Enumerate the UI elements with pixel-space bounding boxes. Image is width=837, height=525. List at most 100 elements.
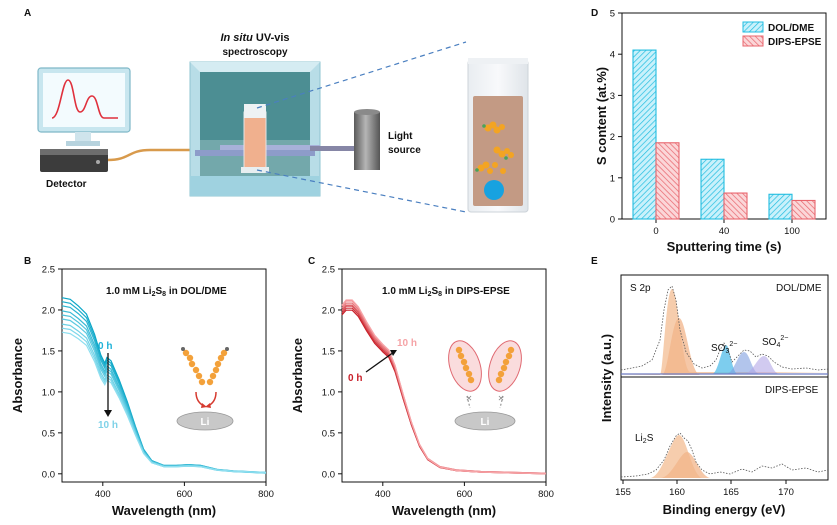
light-source [354,109,380,170]
x-tick-label: 600 [456,489,472,500]
x-tick-label: 40 [719,226,730,237]
bar-doldme-100 [768,193,793,220]
panel-e: E S 2p DOL/DME SO32− SO42− DIPS-EPSE Li2… [591,256,829,517]
x-axis-label: Sputtering time (s) [667,239,782,254]
blocked-cross-icon: ✕ [498,394,505,403]
detector-label: Detector [46,179,87,190]
raw-data-top [620,285,829,371]
y-tick-label: 1.0 [42,387,55,398]
y-tick-label: 1.5 [322,346,335,357]
y-tick-label: 4 [610,50,615,61]
time-end-label-b: 10 h [98,420,118,431]
region-label: S 2p [630,283,651,294]
xps-top-spectrum [620,285,829,375]
arrow-head-up-icon [390,350,397,356]
plot-frame [61,268,267,483]
bar-doldme-0 [632,49,657,220]
y-tick-label: 1.5 [42,346,55,357]
spectrum-line [61,314,267,474]
y-tick-label: 2.0 [42,305,55,316]
x-tick-label: 800 [258,489,274,500]
light-beam [310,146,360,151]
polysulfide-shuttle-icon: Li [176,347,234,431]
peak-so4-b [744,356,780,374]
bottom-solvent-label: DIPS-EPSE [765,385,819,396]
y-axis-label: S content (at.%) [594,67,609,165]
time-arrow-c [365,351,395,373]
x-axis-label: Wavelength (nm) [392,503,496,518]
arrow-head-down-icon [104,410,112,417]
legend-swatch [742,35,764,47]
spectra-chart-c: 0.0 0.5 1.0 1.5 2.0 2.5 400 600 800 Wavelength (n… [290,265,554,519]
light-source-label-2: source [388,145,421,156]
legend-swatch [742,21,764,33]
spectrum-line [341,302,547,475]
li-ball-icon [484,180,504,200]
time-start-label-c: 0 h [348,373,362,384]
y-tick-label: 2 [610,132,615,143]
xps-x-axis: 155 160 165 170 [615,480,794,498]
light-source-label: Light [388,131,413,142]
li-electrode-label-b: Li [201,417,210,428]
raw-data-bottom [620,432,829,478]
y-tick-label: 0 [610,215,615,226]
panel-b: B 0.0 0.5 1.0 1.5 2.0 2.5 400 600 800 Wavelength … [10,256,274,518]
monitor-icon [37,67,131,146]
y-tick-label: 2.0 [322,305,335,316]
y-axis-label: Absorbance [290,338,305,413]
zoom-line-top [256,41,467,109]
xps-bottom-spectrum [620,432,829,478]
y-tick-label: 2.5 [42,265,55,276]
spectrum-line [61,301,267,474]
spectra-chart-b: 0.0 0.5 1.0 1.5 2.0 2.5 400 600 800 Wavelength (n… [10,265,274,519]
y-tick-label: 0.5 [42,428,55,439]
time-end-label-c: 10 h [397,338,417,349]
peak-so3 [712,345,738,374]
peak-so4-a [726,352,760,374]
y-tick-label: 0.0 [322,469,335,480]
x-tick-label: 800 [538,489,554,500]
li-electrode-label-c: Li [481,417,490,428]
panel-b-label: B [24,256,31,267]
detector-device [40,149,108,172]
panel-e-label: E [591,256,598,267]
x-tick-label: 600 [176,489,192,500]
panel-d-label: D [591,8,598,19]
spectrum-line [61,331,267,474]
panel-c-title: 1.0 mM Li2S8 in DIPS-EPSE [382,286,510,298]
spectroscopy-title: In situ UV-vis [220,32,289,44]
y-tick-label: 0.5 [322,428,335,439]
spectrum-line [341,299,547,475]
cuvette-zoom [467,58,529,213]
x-tick-label: 100 [784,226,800,237]
y-tick-label: 1 [610,173,615,184]
spectroscopy-chamber [189,61,321,197]
li2s-label: Li2S [635,433,654,445]
legend-label: DIPS-EPSE [768,37,822,48]
x-tick-label: 165 [723,487,739,498]
panel-a: A Detector In situ UV-vis spectroscopy [24,8,529,213]
x-tick-label: 160 [669,487,685,498]
spectrum-line [61,297,267,474]
time-start-label-b: 0 h [98,341,112,352]
spectrum-line [341,304,547,475]
xps-x-label: Binding energy (eV) [663,502,786,517]
so4-label: SO42− [762,335,788,349]
y-tick-label: 0.0 [42,469,55,480]
plot-frame [341,268,547,483]
y-tick-label: 3 [610,91,615,102]
x-tick-label: 170 [778,487,794,498]
legend-label: DOL/DME [768,23,814,34]
x-tick-label: 400 [375,489,391,500]
panel-a-label: A [24,8,31,19]
so3-label: SO32− [711,341,737,355]
spectrum-line [341,300,547,474]
encapsulated-polysulfide-icon: ✕ ✕ Li [448,340,522,431]
x-axis-label: Wavelength (nm) [112,503,216,518]
panel-b-title: 1.0 mM Li2S8 in DOL/DME [106,286,227,298]
bar-dipsepse-100 [791,199,816,220]
bar-dipsepse-0 [655,142,680,220]
